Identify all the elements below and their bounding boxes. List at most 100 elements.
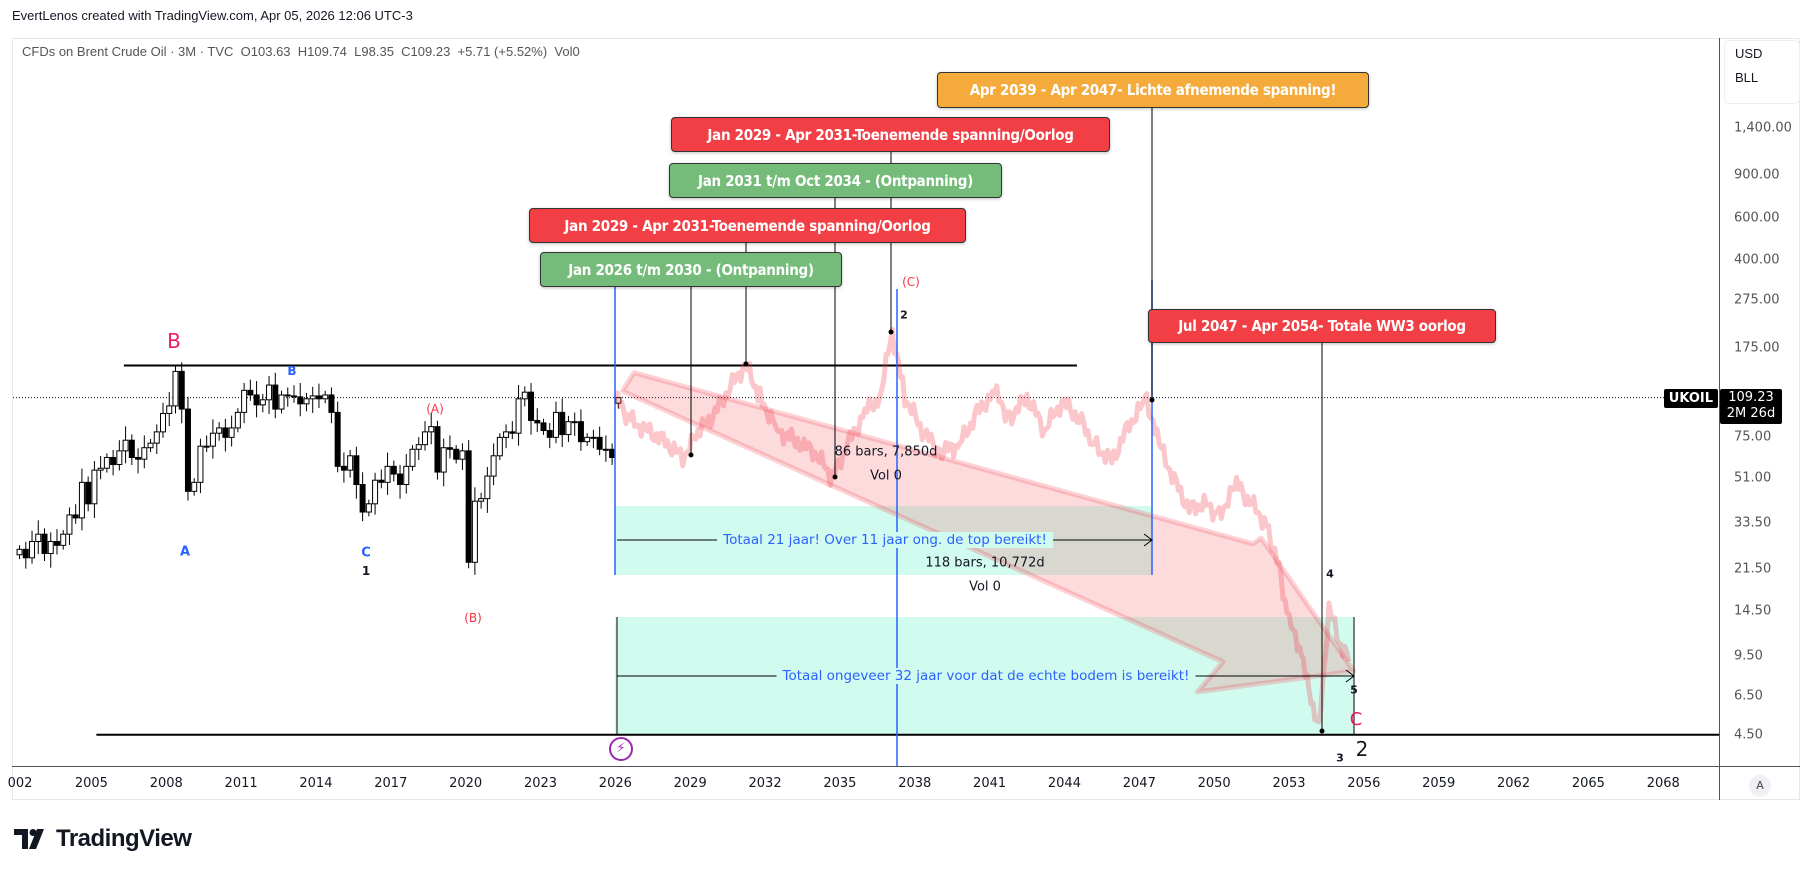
candle-body: [128, 439, 135, 458]
time-tick-label: 2023: [523, 776, 558, 791]
candle-body: [584, 436, 591, 443]
candle-body: [384, 465, 391, 483]
brand-name: TradingView: [56, 825, 192, 852]
time-tick-label: 2014: [299, 776, 333, 791]
candle-body: [577, 421, 584, 443]
candle-body: [309, 395, 316, 400]
candle-body: [334, 411, 341, 467]
price-tick-label: 51.00: [1734, 470, 1772, 486]
candle-body: [41, 533, 48, 554]
time-tick-label: 2020: [449, 776, 483, 791]
annotation-label-orange[interactable]: Apr 2039 - Apr 2047- Lichte afnemende sp…: [937, 72, 1369, 108]
candle-body: [465, 450, 472, 563]
annotation-label-red[interactable]: Jan 2029 - Apr 2031-Toenemende spanning/…: [671, 117, 1110, 152]
candle-body: [446, 447, 453, 450]
candle-body: [328, 394, 335, 413]
candle-body: [615, 397, 622, 404]
currency-label[interactable]: USD: [1735, 46, 1763, 61]
annotation-label-red[interactable]: Jan 2029 - Apr 2031-Toenemende spanning/…: [529, 208, 966, 243]
candle-body: [421, 431, 428, 446]
chart-attribution: EvertLenos created with TradingView.com,…: [12, 8, 413, 23]
lightning-event-icon[interactable]: ⚡: [609, 737, 633, 761]
candle-body: [322, 394, 329, 400]
candle-body: [29, 541, 36, 559]
candle-body: [484, 475, 491, 500]
wave-label-4: 4: [1326, 567, 1334, 581]
time-tick-label: 2044: [1047, 776, 1081, 791]
tradingview-logo-icon: [14, 829, 44, 849]
candle-body: [303, 398, 310, 405]
time-tick-label: 2041: [973, 776, 1007, 791]
callout-anchor-dot: [688, 452, 694, 458]
range-1-arrow-head: [1143, 533, 1153, 547]
range-2-text[interactable]: Totaal ongeveer 32 jaar voor dat de echt…: [776, 668, 1196, 684]
candle-body: [515, 398, 522, 434]
candle-body: [247, 389, 254, 396]
candle-body: [197, 445, 204, 483]
legend-high: H109.74: [297, 44, 347, 59]
candle-body: [340, 465, 347, 471]
candle-body: [291, 395, 297, 398]
candle-body: [347, 455, 354, 471]
legend-symbol[interactable]: CFDs on Brent Crude Oil · 3M · TVC: [22, 44, 234, 59]
symbol-legend: CFDs on Brent Crude Oil · 3M · TVC O103.…: [22, 44, 580, 59]
last-price: 109.23: [1728, 390, 1774, 405]
wave-label-A-intermediate: (A): [426, 402, 444, 416]
measure-volume: Vol 0: [870, 468, 902, 484]
candle-body: [228, 427, 235, 438]
callout-anchor-dot: [1319, 728, 1325, 734]
wave-label-C-major: C: [1349, 709, 1363, 730]
candle-body: [141, 447, 148, 460]
annotation-label-green[interactable]: Jan 2031 t/m Oct 2034 - (Ontpanning): [669, 163, 1002, 198]
time-axis-border: [12, 766, 1800, 767]
unit-label[interactable]: BLL: [1735, 70, 1759, 85]
tradingview-logo[interactable]: TradingView: [14, 825, 192, 853]
candle-body: [241, 389, 248, 413]
candle-body: [602, 448, 609, 451]
time-tick-label: 2059: [1422, 776, 1456, 791]
candle-body: [266, 384, 273, 401]
time-tick-label: 2032: [748, 776, 782, 791]
candle-body: [97, 467, 104, 471]
candle-body: [440, 447, 447, 473]
currency-unit-selector[interactable]: USD BLL: [1724, 40, 1800, 104]
price-tick-label: 33.50: [1734, 515, 1772, 531]
wave-label-2-small: 2: [900, 308, 908, 322]
candle-body: [284, 394, 291, 397]
time-tick-label: 2017: [374, 776, 408, 791]
candle-body: [60, 533, 67, 546]
candle-body: [172, 370, 179, 407]
ticker-label: UKOIL: [1663, 389, 1718, 408]
candle-body: [122, 439, 129, 452]
range-1-text[interactable]: Totaal 21 jaar! Over 11 jaar ong. de top…: [717, 532, 1053, 548]
candle-body: [22, 548, 29, 559]
time-tick-label: 2053: [1272, 776, 1306, 791]
candle-body: [471, 500, 478, 563]
wave-label-B-major: B: [167, 329, 181, 353]
candle-body: [496, 436, 503, 457]
candle-body: [53, 541, 60, 546]
candle-body: [459, 450, 466, 460]
price-tick-label: 175.00: [1734, 340, 1780, 356]
annotation-label-red[interactable]: Jul 2047 - Apr 2054- Totale WW3 oorlog: [1148, 309, 1496, 343]
time-tick-label: 2056: [1347, 776, 1381, 791]
wave-label-A-minor: A: [179, 544, 191, 560]
candle-body: [540, 422, 547, 432]
candle-body: [47, 541, 54, 554]
auto-scale-button[interactable]: A: [1749, 775, 1771, 797]
candle-body: [85, 481, 92, 505]
candle-body: [103, 456, 110, 469]
time-tick-label: 2026: [598, 776, 632, 791]
annotation-label-green[interactable]: Jan 2026 t/m 2030 - (Ontpanning): [540, 252, 842, 287]
candle-body: [153, 431, 160, 444]
price-tick-label: 1,400.00: [1734, 120, 1792, 136]
price-tick-label: 75.00: [1734, 429, 1772, 445]
price-tick-label: 600.00: [1734, 210, 1780, 226]
candle-body: [253, 394, 260, 406]
candle-body: [135, 456, 142, 460]
candle-body: [272, 384, 279, 410]
projected-price-path: [613, 326, 1352, 725]
wave-label-5: 5: [1350, 683, 1358, 697]
candle-body: [66, 514, 73, 535]
range-2-arrow-head: [1345, 669, 1355, 683]
